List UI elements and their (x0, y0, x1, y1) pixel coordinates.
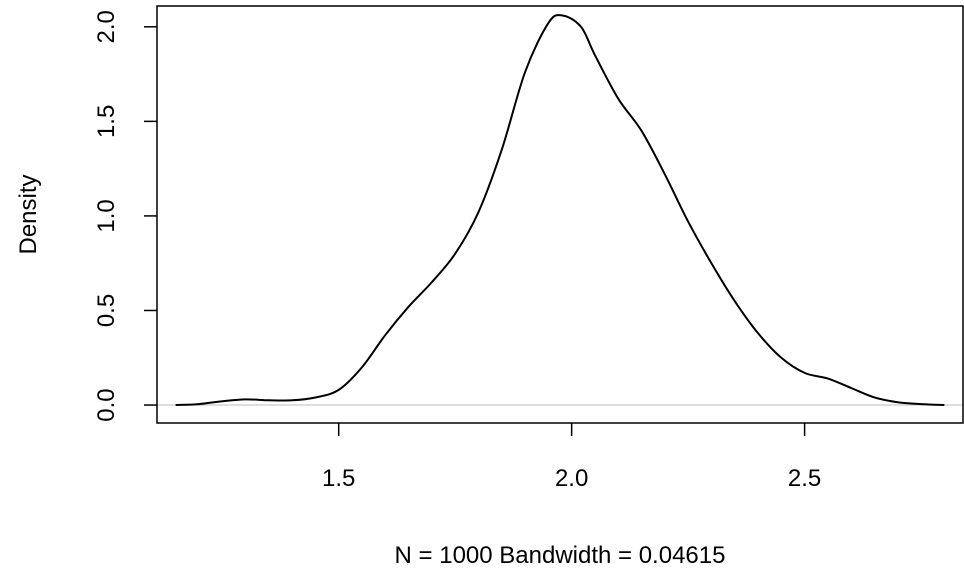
plot-frame (156, 5, 964, 424)
density-curve-0 (175, 14, 945, 407)
y-axis-label: Density (15, 174, 42, 254)
x-axis-label: N = 1000 Bandwidth = 0.04615 (395, 542, 726, 569)
y-tick-label: 1.0 (93, 199, 120, 232)
y-tick-label: 0.5 (93, 294, 120, 327)
x-axis: 1.5 2.0 2.5 (322, 423, 821, 492)
y-tick-label: 0.0 (93, 388, 120, 421)
x-tick-label: 2.0 (555, 465, 588, 492)
plot-box (156, 5, 964, 424)
y-tick-label: 2.0 (93, 10, 120, 43)
y-axis: 0.0 0.5 1.0 1.5 2.0 (93, 10, 157, 422)
density-curves (175, 14, 945, 407)
x-tick-label: 1.5 (322, 465, 355, 492)
y-tick-label: 1.5 (93, 105, 120, 138)
x-tick-label: 2.5 (788, 465, 821, 492)
